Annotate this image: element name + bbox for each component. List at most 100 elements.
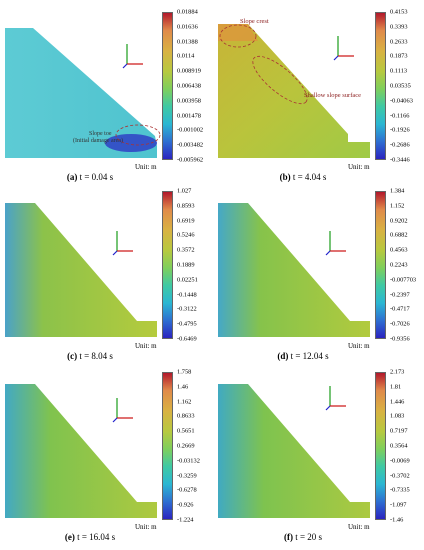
panel-b: Slope crest Shallow slope surface 0.4153…	[218, 6, 423, 188]
colorbar-tick-label: -1.224	[177, 516, 194, 524]
colorbar-tick-label: -0.3259	[177, 472, 197, 480]
colorbar-ticks-f: 2.173 1.81 1.446 1.083 0.7197 0.3564 -0.0069 -0…	[390, 368, 424, 524]
colorbar-tick-label: -0.1166	[390, 112, 410, 120]
colorbar-tick-label: -0.4717	[390, 305, 410, 313]
colorbar-tick-label: 0.2669	[177, 442, 195, 450]
caption-f: (f) t = 20 s	[283, 532, 323, 542]
colorbar-tick-label: -0.3446	[390, 156, 410, 164]
unit-label-c: Unit: m	[135, 342, 157, 350]
colorbar-tick-label: 0.3393	[390, 23, 408, 31]
colorbar-c	[162, 191, 173, 339]
panel-d: 1.384 1.152 0.9202 0.6882 0.4563 0.2243 -0.007…	[218, 185, 423, 367]
colorbar-tick-label: 0.9202	[390, 217, 408, 225]
colorbar-tick-label: 0.6919	[177, 217, 195, 225]
colorbar-tick-label: -0.03132	[177, 457, 200, 465]
colorbar-tick-label: 2.173	[390, 368, 405, 376]
annotation-b-1: Slope crest	[240, 18, 269, 25]
colorbar-ticks-c: 1.027 0.8593 0.6919 0.5246 0.3572 0.1889 0.022…	[177, 187, 227, 343]
colorbar-tick-label: -0.0069	[390, 457, 410, 465]
colorbar-tick-label: 0.3564	[390, 442, 408, 450]
colorbar-tick-label: -0.003482	[177, 141, 204, 149]
colorbar-tick-label: -0.7026	[390, 320, 410, 328]
colorbar-tick-label: 0.003958	[177, 97, 201, 105]
colorbar-tick-label: -0.007703	[390, 276, 417, 284]
colorbar-b	[375, 12, 386, 160]
colorbar-tick-label: -0.3702	[390, 472, 410, 480]
colorbar-tick-label: 0.2633	[390, 38, 408, 46]
colorbar-tick-label: -0.005962	[177, 156, 204, 164]
axis-triad-e	[112, 398, 133, 423]
caption-c: (c) t = 8.04 s	[67, 351, 113, 361]
colorbar-tick-label: 0.008919	[177, 67, 201, 75]
colorbar-tick-label: 1.152	[390, 202, 405, 210]
caption-d: (d) t = 12.04 s	[277, 351, 329, 361]
colorbar-ticks-d: 1.384 1.152 0.9202 0.6882 0.4563 0.2243 -0.007…	[390, 187, 424, 343]
colorbar-d	[375, 191, 386, 339]
colorbar-tick-label: -0.001002	[177, 126, 204, 134]
colorbar-tick-label: -0.1448	[177, 291, 197, 299]
colorbar-ticks-a: 0.01884 0.01636 0.01388 0.0114 0.008919 0.006…	[177, 9, 227, 164]
colorbar-tick-label: -0.2397	[390, 291, 410, 299]
unit-label-b: Unit: m	[348, 163, 370, 171]
colorbar-tick-label: 0.2243	[390, 261, 408, 269]
unit-label-d: Unit: m	[348, 342, 370, 350]
colorbar-tick-label: 0.03535	[390, 82, 411, 90]
annotation-a-2: (Initial damage area)	[73, 138, 123, 144]
axis-triad-a	[122, 44, 143, 69]
colorbar-tick-label: 0.02251	[177, 276, 198, 284]
slope-contour-b	[218, 24, 370, 158]
slope-contour-d	[218, 203, 370, 337]
colorbar-tick-label: 0.1873	[390, 52, 408, 60]
colorbar-e	[162, 372, 173, 520]
slope-contour-f	[218, 384, 370, 518]
panel-f: 2.173 1.81 1.446 1.083 0.7197 0.3564 -0.0069 -0…	[218, 366, 423, 548]
colorbar-tick-label: -0.4795	[177, 320, 197, 328]
colorbar-tick-label: 1.083	[390, 412, 405, 420]
colorbar-tick-label: 0.0114	[177, 52, 195, 60]
colorbar-tick-label: 0.006438	[177, 82, 201, 90]
colorbar-f	[375, 372, 386, 520]
colorbar-tick-label: 0.1113	[390, 67, 408, 75]
colorbar-tick-label: -0.04063	[390, 97, 413, 105]
colorbar-tick-label: -0.6469	[177, 335, 197, 343]
colorbar-tick-label: 0.5651	[177, 427, 195, 435]
panel-e: 1.758 1.46 1.162 0.8633 0.5651 0.2669 -0.03132…	[5, 366, 210, 548]
colorbar-tick-label: 0.8633	[177, 412, 195, 420]
colorbar-tick-label: -0.2686	[390, 141, 410, 149]
axis-triad-b	[333, 36, 354, 61]
caption-a: (a) t = 0.04 s	[66, 172, 114, 182]
colorbar-tick-label: 0.7197	[390, 427, 408, 435]
slope-contour-a	[5, 28, 161, 158]
panel-c: 1.027 0.8593 0.6919 0.5246 0.3572 0.1889 0.022…	[5, 185, 210, 367]
colorbar-tick-label: 1.162	[177, 398, 192, 406]
colorbar-tick-label: -0.3122	[177, 305, 197, 313]
caption-e: (e) t = 16.04 s	[64, 532, 116, 542]
colorbar-tick-label: 0.4563	[390, 246, 408, 254]
colorbar-ticks-b: 0.4153 0.3393 0.2633 0.1873 0.1113 0.03535 -0.…	[390, 8, 424, 164]
colorbar-tick-label: 1.81	[390, 383, 402, 391]
colorbar-tick-label: 1.46	[177, 383, 189, 391]
colorbar-ticks-e: 1.758 1.46 1.162 0.8633 0.5651 0.2669 -0.03132…	[177, 368, 227, 524]
colorbar-tick-label: 1.446	[390, 398, 405, 406]
colorbar-tick-label: 0.001478	[177, 112, 201, 120]
axis-triad-f	[325, 386, 346, 411]
axis-triad-c	[112, 231, 133, 256]
colorbar-tick-label: 1.758	[177, 368, 192, 376]
unit-label-a: Unit: m	[135, 163, 157, 171]
colorbar-tick-label: 0.4153	[390, 8, 408, 16]
slope-contour-c	[5, 203, 157, 337]
caption-b: (b) t = 4.04 s	[279, 172, 327, 182]
colorbar-tick-label: 0.6882	[390, 231, 408, 239]
colorbar-tick-label: -0.9356	[390, 335, 410, 343]
colorbar-tick-label: -1.097	[390, 501, 407, 509]
colorbar-tick-label: 0.5246	[177, 231, 195, 239]
colorbar-tick-label: 1.027	[177, 187, 192, 195]
colorbar-tick-label: 1.384	[390, 187, 405, 195]
colorbar-tick-label: -0.1926	[390, 126, 410, 134]
annotation-b-2: Shallow slope surface	[304, 92, 362, 99]
panel-a: Slope toe (Initial damage area) 0.01884 0…	[5, 6, 210, 188]
colorbar-a	[162, 12, 173, 160]
colorbar-tick-label: 0.01388	[177, 38, 198, 46]
colorbar-tick-label: 0.8593	[177, 202, 195, 210]
colorbar-tick-label: 0.01636	[177, 23, 198, 31]
